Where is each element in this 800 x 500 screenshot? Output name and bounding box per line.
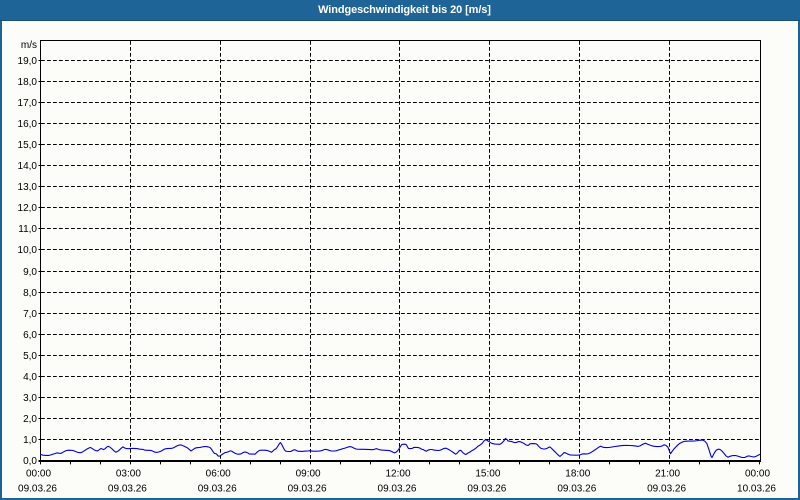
svg-text:10,0: 10,0 bbox=[18, 245, 38, 256]
svg-text:6,0: 6,0 bbox=[23, 330, 37, 341]
svg-text:09.03.26: 09.03.26 bbox=[18, 484, 57, 495]
svg-text:15:00: 15:00 bbox=[475, 469, 500, 480]
svg-text:m/s: m/s bbox=[21, 40, 37, 51]
svg-text:06:00: 06:00 bbox=[206, 469, 231, 480]
svg-text:09:00: 09:00 bbox=[296, 469, 321, 480]
svg-text:09.03.26: 09.03.26 bbox=[647, 484, 686, 495]
svg-text:09.03.26: 09.03.26 bbox=[378, 484, 417, 495]
svg-text:21:00: 21:00 bbox=[655, 469, 680, 480]
svg-text:09.03.26: 09.03.26 bbox=[108, 484, 147, 495]
svg-text:17,0: 17,0 bbox=[18, 98, 38, 109]
svg-text:3,0: 3,0 bbox=[23, 393, 37, 404]
svg-text:12:00: 12:00 bbox=[385, 469, 410, 480]
svg-text:00:00: 00:00 bbox=[745, 469, 770, 480]
svg-text:9,0: 9,0 bbox=[23, 267, 37, 278]
svg-text:14,0: 14,0 bbox=[18, 161, 38, 172]
svg-text:15,0: 15,0 bbox=[18, 140, 38, 151]
svg-text:13,0: 13,0 bbox=[18, 182, 38, 193]
svg-text:1,0: 1,0 bbox=[23, 435, 37, 446]
svg-text:03:00: 03:00 bbox=[116, 469, 141, 480]
svg-text:5,0: 5,0 bbox=[23, 351, 37, 362]
svg-text:10.03.26: 10.03.26 bbox=[737, 484, 776, 495]
svg-text:09.03.26: 09.03.26 bbox=[198, 484, 237, 495]
svg-text:00:00: 00:00 bbox=[26, 469, 51, 480]
svg-text:7,0: 7,0 bbox=[23, 309, 37, 320]
svg-text:18,0: 18,0 bbox=[18, 77, 38, 88]
svg-text:2,0: 2,0 bbox=[23, 414, 37, 425]
svg-text:18:00: 18:00 bbox=[565, 469, 590, 480]
svg-text:11,0: 11,0 bbox=[18, 224, 37, 235]
svg-text:09.03.26: 09.03.26 bbox=[288, 484, 327, 495]
svg-text:4,0: 4,0 bbox=[23, 372, 37, 383]
svg-text:Windgeschwindigkeit bis 20 [m/: Windgeschwindigkeit bis 20 [m/s] bbox=[318, 4, 491, 16]
svg-text:16,0: 16,0 bbox=[18, 119, 38, 130]
svg-text:0,0: 0,0 bbox=[23, 456, 37, 467]
svg-text:12,0: 12,0 bbox=[18, 203, 38, 214]
svg-text:19,0: 19,0 bbox=[18, 56, 38, 67]
svg-text:09.03.26: 09.03.26 bbox=[467, 484, 506, 495]
svg-text:8,0: 8,0 bbox=[23, 288, 37, 299]
svg-text:09.03.26: 09.03.26 bbox=[557, 484, 596, 495]
